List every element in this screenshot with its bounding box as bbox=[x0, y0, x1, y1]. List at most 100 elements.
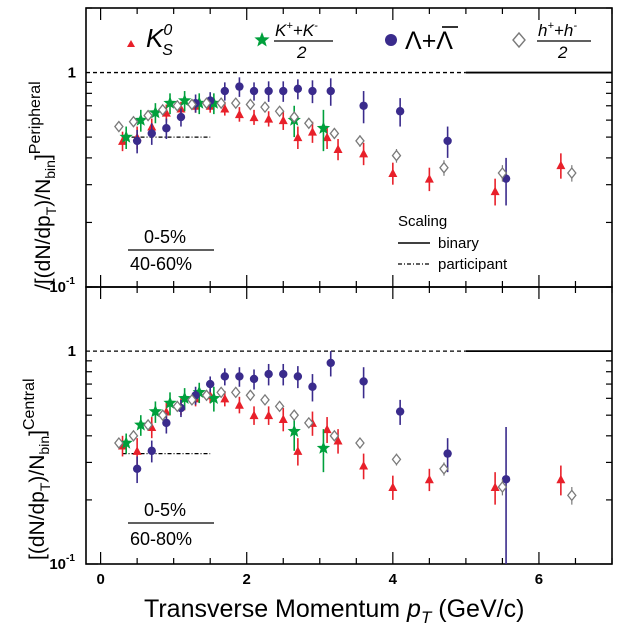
top-k0s-point bbox=[322, 132, 332, 142]
top-lambda-point bbox=[249, 86, 259, 96]
bottom-hpm-point bbox=[216, 386, 226, 399]
top-hpm-point bbox=[329, 127, 340, 140]
bottom-k0s-point bbox=[556, 474, 566, 484]
bottom-panel: 1 10 -1 0 2 4 6 bbox=[49, 286, 613, 588]
top-k0s-point bbox=[161, 108, 171, 117]
bottom-k0s-point bbox=[388, 482, 398, 491]
top-k0s-point bbox=[220, 103, 230, 113]
top-kpm-point bbox=[178, 93, 192, 107]
top-k0s-point bbox=[264, 114, 274, 123]
bottom-frame bbox=[85, 286, 613, 565]
bottom-hpm-point bbox=[289, 409, 300, 422]
top-hpm-point bbox=[114, 120, 124, 133]
top-k0s-point bbox=[424, 174, 434, 183]
top-hpm-point bbox=[274, 105, 285, 118]
bottom-hpm-point bbox=[329, 429, 340, 442]
bottom-hpm-point bbox=[157, 409, 168, 422]
x-tick-label-0: 0 bbox=[96, 571, 104, 588]
bottom-lambda-point bbox=[293, 372, 303, 381]
bottom-hpm-point bbox=[128, 429, 139, 442]
top-ratio-denominator: 40-60% bbox=[130, 254, 192, 274]
top-k0s-point bbox=[333, 144, 343, 154]
legend-kpm-numerator: K++K- bbox=[275, 20, 318, 40]
top-lambda-point bbox=[293, 84, 303, 93]
top-hpm-point bbox=[172, 99, 183, 112]
top-hpm-point bbox=[260, 101, 270, 114]
top-k0s-point bbox=[234, 109, 244, 119]
bottom-k0s-point bbox=[333, 436, 343, 445]
bottom-hpm-point bbox=[201, 389, 212, 402]
bottom-kpm-point bbox=[163, 396, 177, 409]
bottom-kpm-point bbox=[287, 424, 301, 437]
top-ratio-label: 0-5% 40-60% bbox=[128, 227, 214, 274]
top-kpm-point bbox=[316, 121, 331, 134]
bottom-k0s-point bbox=[278, 414, 288, 423]
top-k0s-point bbox=[556, 160, 566, 170]
bottom-hpm-point bbox=[260, 393, 270, 406]
bottom-hpm-point bbox=[497, 480, 508, 494]
bottom-k0s-point bbox=[249, 410, 259, 420]
legend-hpm-numerator: h++h- bbox=[538, 20, 577, 40]
bottom-lambda-point bbox=[395, 407, 405, 416]
bottom-hpm-point bbox=[114, 436, 124, 450]
scaling-legend: Scaling binary participant bbox=[398, 213, 508, 273]
top-hpm-point bbox=[303, 117, 314, 130]
legend-kpm-denominator: 2 bbox=[296, 43, 307, 62]
top-hpm-point bbox=[187, 98, 197, 111]
bottom-y-tick-label-1: 1 bbox=[68, 343, 76, 360]
x-tick-label-4: 4 bbox=[389, 571, 398, 588]
top-k0s-point bbox=[118, 136, 128, 145]
top-lambda-point bbox=[308, 86, 317, 96]
top-hpm-point bbox=[201, 97, 212, 110]
bottom-series-kpm bbox=[119, 382, 331, 473]
bottom-k0s-point bbox=[424, 474, 434, 484]
bottom-lambda-point bbox=[205, 379, 215, 389]
bottom-kpm-point bbox=[316, 441, 331, 454]
top-ratio-numerator: 0-5% bbox=[144, 227, 186, 247]
top-kpm-point bbox=[148, 105, 163, 119]
bottom-lambda-point bbox=[220, 372, 230, 381]
legend-hpm-marker bbox=[512, 31, 526, 49]
bottom-lambda-point bbox=[235, 372, 244, 381]
top-panel: 1 10 -1 bbox=[49, 7, 613, 296]
top-y-tick-label-0.1-exp: -1 bbox=[66, 276, 75, 287]
top-hpm-point bbox=[245, 98, 256, 111]
bottom-kpm-point bbox=[178, 391, 192, 404]
bottom-lambda-point bbox=[162, 418, 171, 428]
bottom-hpm-point bbox=[439, 462, 449, 475]
top-hpm-point bbox=[143, 109, 153, 122]
bottom-lambda-point bbox=[147, 446, 156, 456]
scaling-legend-binary-label: binary bbox=[438, 235, 479, 252]
bottom-lambda-point bbox=[359, 377, 368, 386]
bottom-kpm-point bbox=[148, 404, 163, 418]
legend-hpm-denominator: 2 bbox=[557, 43, 568, 62]
top-kpm-point bbox=[119, 130, 133, 143]
top-hpm-point bbox=[128, 115, 139, 128]
bottom-series-hpm bbox=[114, 386, 577, 505]
bottom-lambda-point bbox=[443, 449, 452, 458]
top-k0s-point bbox=[293, 132, 303, 142]
bottom-k0s-point bbox=[234, 400, 244, 409]
legend-lambda-marker bbox=[385, 34, 397, 46]
bottom-hpm-point bbox=[391, 453, 402, 466]
bottom-kpm-point bbox=[207, 391, 221, 404]
bottom-y-axis-title: [(dN/dpT)/Nbin]Central bbox=[21, 378, 53, 560]
top-y-axis-title: /[(dN/dpT)/Nbin]Peripheral bbox=[27, 81, 59, 290]
top-k0s-point bbox=[249, 112, 259, 122]
legend-kpm-star bbox=[254, 32, 270, 47]
top-k0s-point bbox=[388, 168, 398, 178]
top-y-tick-label-1: 1 bbox=[68, 65, 76, 82]
top-hpm-point bbox=[157, 103, 168, 116]
top-lambda-point bbox=[147, 129, 156, 138]
top-hpm-point bbox=[230, 97, 241, 110]
bottom-lambda-point bbox=[132, 464, 142, 473]
scaling-legend-participant-label: participant bbox=[438, 256, 508, 273]
bottom-hpm-point bbox=[274, 400, 285, 413]
bottom-series-lambda bbox=[132, 351, 511, 564]
bottom-hpm-point bbox=[230, 386, 241, 399]
bottom-lambda-point bbox=[279, 369, 288, 379]
bottom-lambda-point bbox=[326, 358, 335, 368]
bottom-y-tick-label-0.1: 10 bbox=[49, 556, 66, 573]
legend-k0s-marker bbox=[127, 40, 135, 47]
top-lambda-point bbox=[279, 86, 288, 96]
